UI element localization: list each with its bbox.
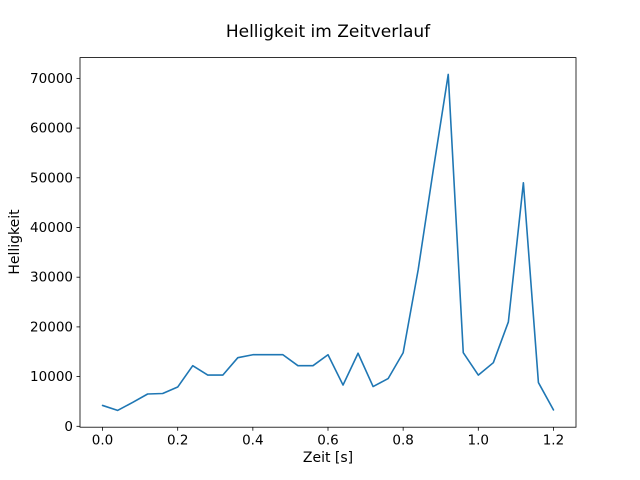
- data-line: [101, 73, 555, 412]
- x-tick-label: 0.4: [242, 433, 263, 449]
- x-tick-label: 0.0: [92, 433, 113, 449]
- y-tick-label: 70000: [30, 71, 73, 87]
- x-tick-label: 0.6: [317, 433, 338, 449]
- x-tick-label: 0.2: [167, 433, 188, 449]
- y-tick-label: 10000: [30, 369, 73, 385]
- x-tick-label: 1.0: [468, 433, 489, 449]
- x-tick-label: 1.2: [543, 433, 564, 449]
- plot-frame: [79, 57, 577, 428]
- x-axis-label: Zeit [s]: [302, 450, 354, 466]
- y-tick-label: 30000: [30, 270, 73, 286]
- y-tick-label: 50000: [30, 170, 73, 186]
- y-tick-label: 40000: [30, 220, 73, 236]
- y-tick-label: 20000: [30, 319, 73, 335]
- x-tick-label: 0.8: [392, 433, 413, 449]
- y-tick-label: 0: [64, 419, 73, 435]
- y-tick-label: 60000: [30, 121, 73, 137]
- chart-title: Helligkeit im Zeitverlauf: [225, 22, 431, 42]
